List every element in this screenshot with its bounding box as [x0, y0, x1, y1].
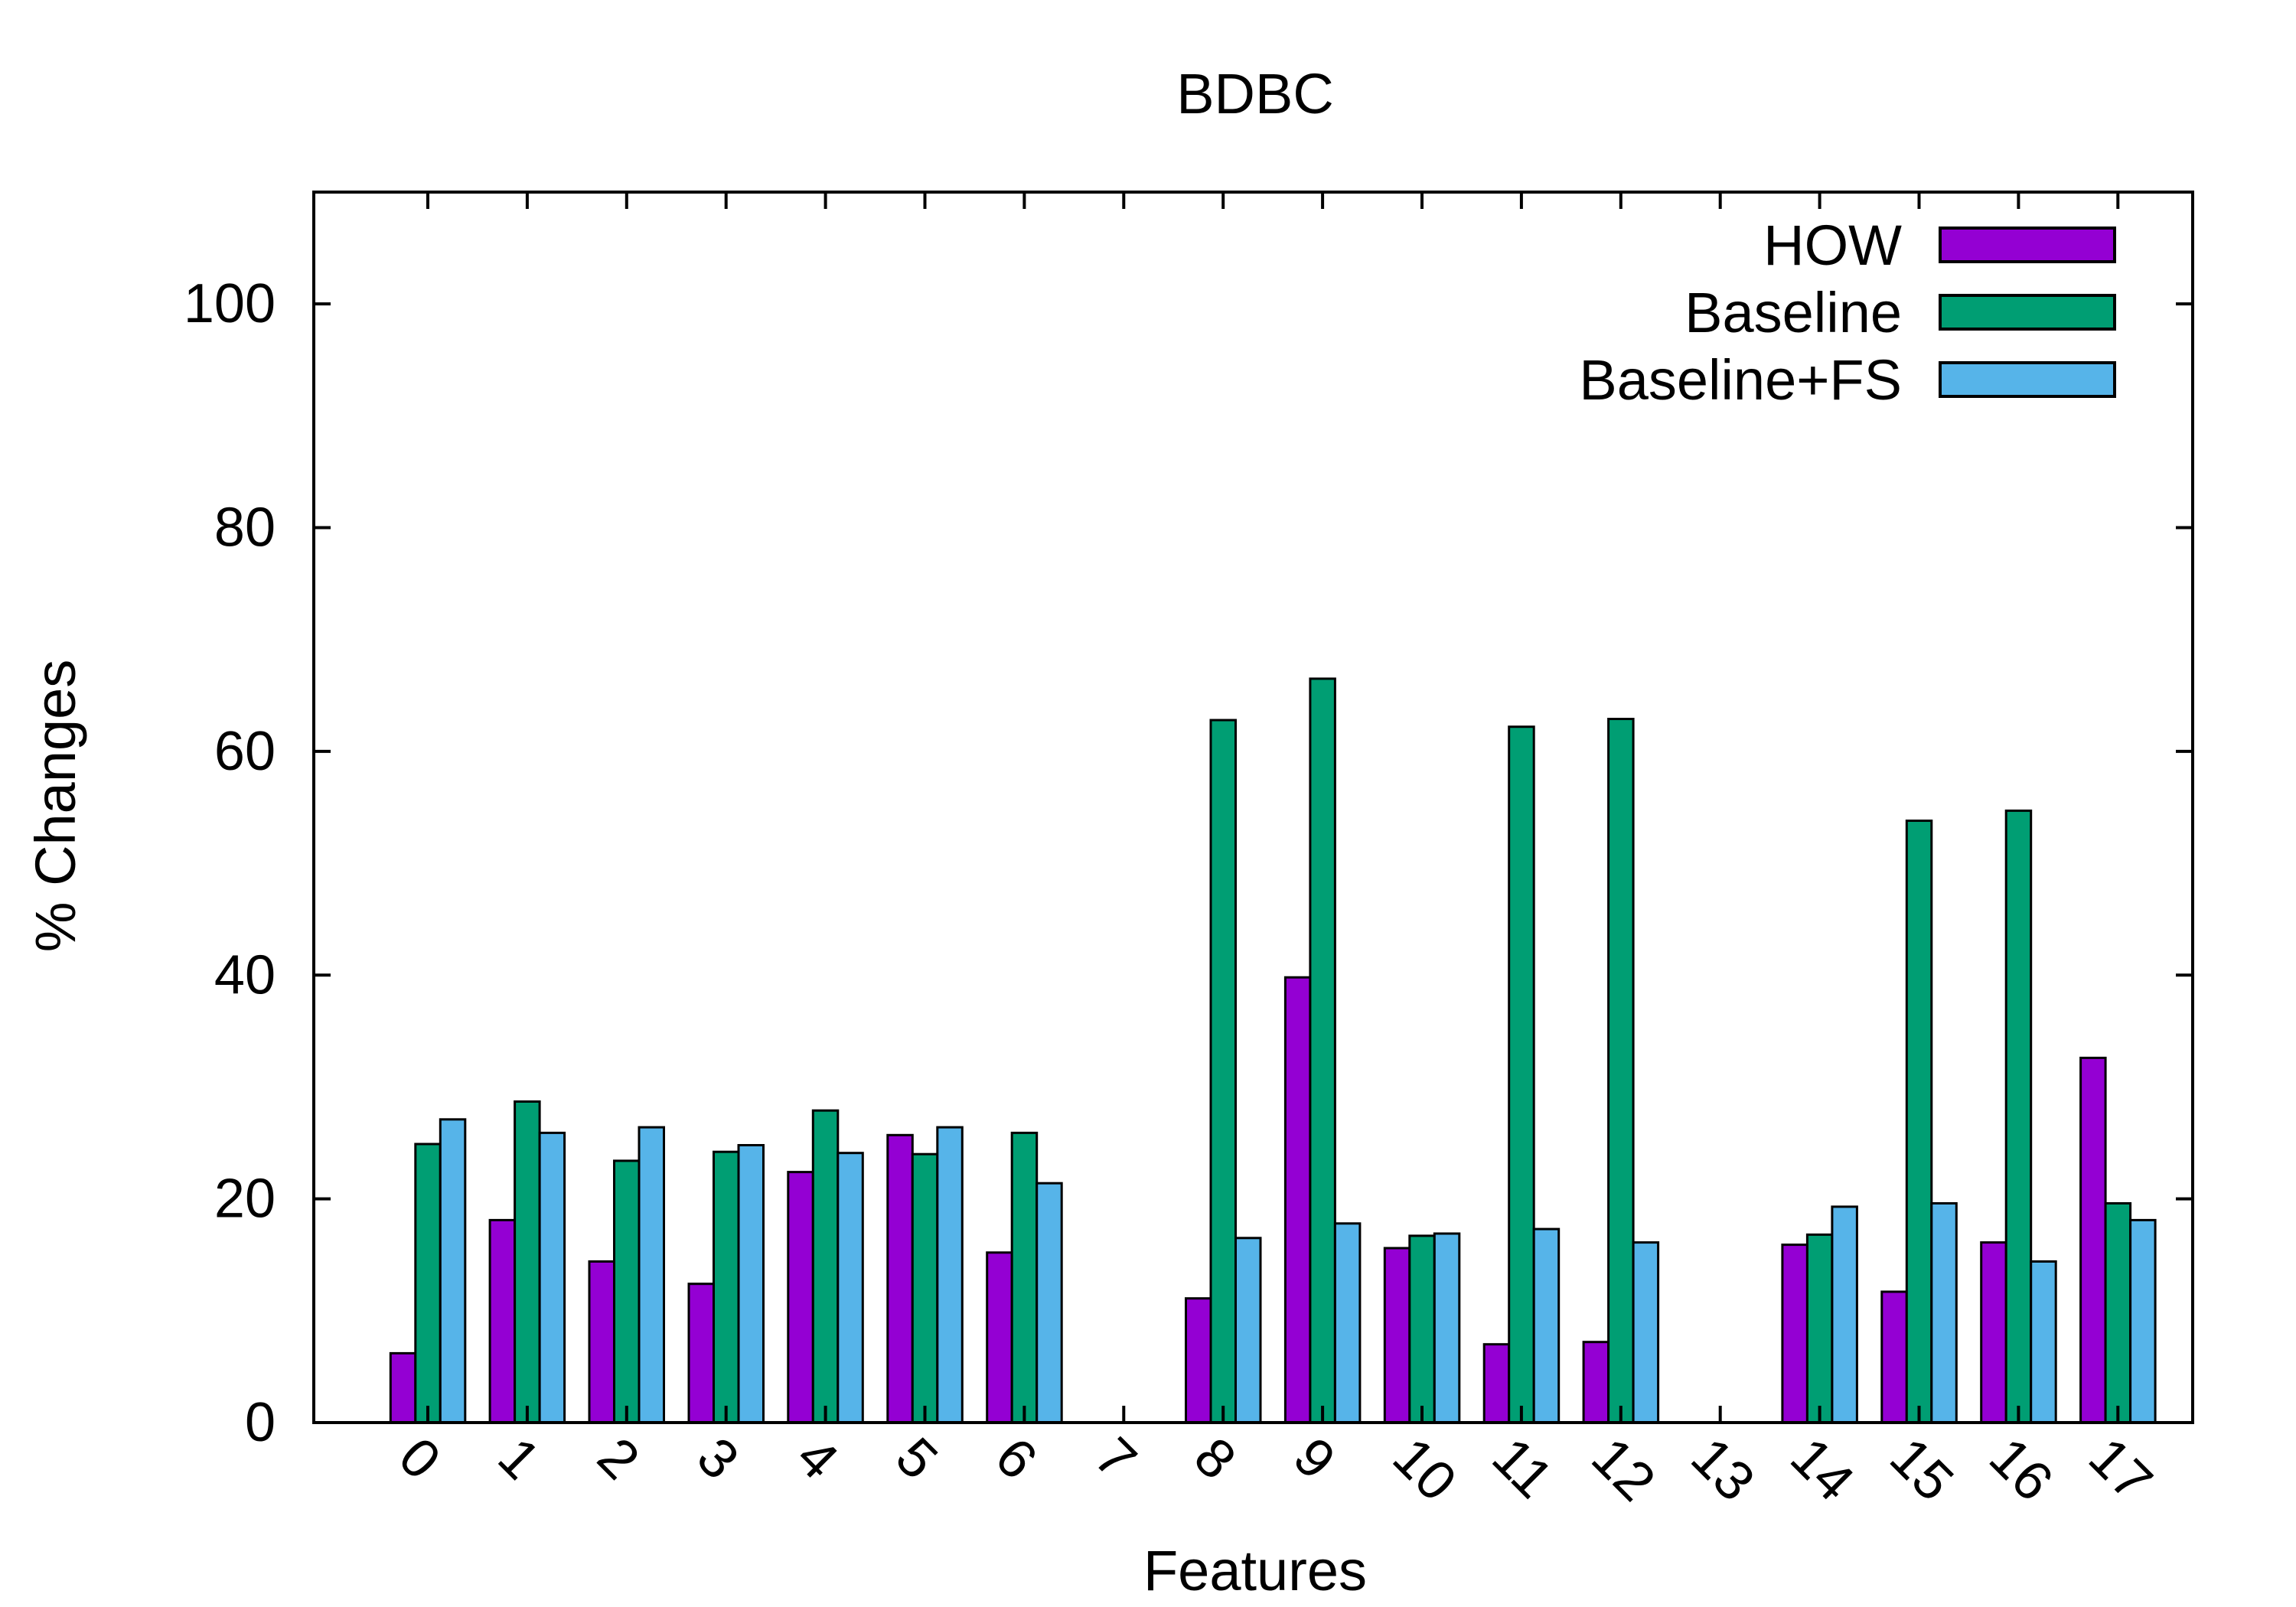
bar — [1383, 1247, 1411, 1424]
bar — [1532, 1227, 1561, 1424]
x-tick-label: 1 — [487, 1426, 552, 1491]
bar — [538, 1131, 566, 1424]
bar — [687, 1283, 715, 1424]
bar — [1333, 1222, 1362, 1424]
chart-title: BDBC — [1176, 62, 1334, 125]
legend-label: Baseline+FS — [1579, 348, 1902, 412]
bar — [488, 1218, 517, 1424]
bar — [1234, 1237, 1262, 1424]
y-tick-label: 40 — [214, 944, 276, 1006]
bar — [1482, 1343, 1511, 1424]
x-tick-label: 7 — [1083, 1426, 1148, 1491]
bar — [2129, 1218, 2157, 1424]
bar — [911, 1152, 939, 1424]
bar — [1905, 820, 1933, 1424]
x-tick-label: 11 — [1481, 1426, 1564, 1510]
bar — [1283, 976, 1312, 1424]
bar — [414, 1143, 442, 1424]
bar — [1035, 1182, 1063, 1424]
bar — [787, 1171, 814, 1424]
plot-frame — [312, 191, 2194, 1424]
y-tick-label: 20 — [214, 1169, 276, 1230]
legend-swatch — [1939, 361, 2116, 398]
bar — [1805, 1233, 1834, 1424]
x-axis-label: Features — [1143, 1539, 1367, 1602]
bar — [514, 1100, 541, 1424]
bar — [1632, 1241, 1660, 1424]
bar — [811, 1109, 840, 1424]
bar — [389, 1351, 417, 1424]
x-tick-label: 8 — [1182, 1426, 1247, 1491]
x-tick-label: 0 — [387, 1426, 452, 1491]
bar — [1508, 725, 1535, 1424]
bar — [837, 1152, 864, 1424]
bar — [986, 1251, 1013, 1424]
x-tick-label: 10 — [1381, 1426, 1468, 1513]
bar — [2004, 809, 2033, 1424]
bar — [1309, 677, 1336, 1424]
bar — [1408, 1234, 1436, 1424]
legend-label: Baseline — [1684, 281, 1902, 344]
x-tick-label: 3 — [685, 1426, 750, 1491]
bar — [1980, 1241, 2007, 1424]
x-tick-label: 13 — [1679, 1426, 1766, 1513]
bar — [1185, 1297, 1212, 1424]
bar — [737, 1144, 765, 1424]
bar — [1831, 1205, 1858, 1424]
bar — [1582, 1341, 1610, 1424]
y-tick-label: 80 — [214, 497, 276, 559]
bar — [638, 1126, 665, 1424]
bar — [2104, 1202, 2132, 1424]
bar — [2030, 1260, 2057, 1424]
x-tick-label: 9 — [1282, 1426, 1347, 1491]
y-tick-label: 100 — [184, 273, 276, 334]
x-tick-label: 14 — [1779, 1426, 1865, 1513]
bar — [1930, 1202, 1958, 1424]
bar — [439, 1118, 467, 1424]
bar — [613, 1159, 641, 1424]
legend-swatch — [1939, 227, 2116, 263]
x-tick-label: 15 — [1878, 1426, 1965, 1513]
bar — [2079, 1056, 2107, 1424]
bar — [1433, 1232, 1461, 1424]
y-axis-label: % Changes — [24, 660, 87, 953]
bar — [1010, 1131, 1039, 1424]
bar — [936, 1126, 964, 1424]
bar — [886, 1133, 914, 1424]
x-tick-label: 16 — [1978, 1426, 2064, 1513]
x-tick-label: 17 — [2077, 1426, 2164, 1513]
bar — [713, 1150, 740, 1424]
x-tick-label: 6 — [983, 1426, 1049, 1491]
bar — [1781, 1244, 1808, 1424]
x-tick-label: 5 — [884, 1426, 949, 1491]
x-tick-label: 4 — [784, 1426, 850, 1491]
bar — [1209, 719, 1237, 1424]
bar — [1607, 718, 1635, 1424]
y-tick-label: 0 — [245, 1392, 276, 1453]
legend-swatch — [1939, 294, 2116, 331]
bar — [588, 1260, 615, 1424]
x-tick-label: 2 — [585, 1426, 651, 1491]
y-tick-label: 60 — [214, 721, 276, 782]
bar — [1880, 1290, 1908, 1424]
bars-layer — [389, 677, 2157, 1424]
x-tick-label: 12 — [1580, 1426, 1666, 1513]
legend-label: HOW — [1763, 214, 1902, 277]
